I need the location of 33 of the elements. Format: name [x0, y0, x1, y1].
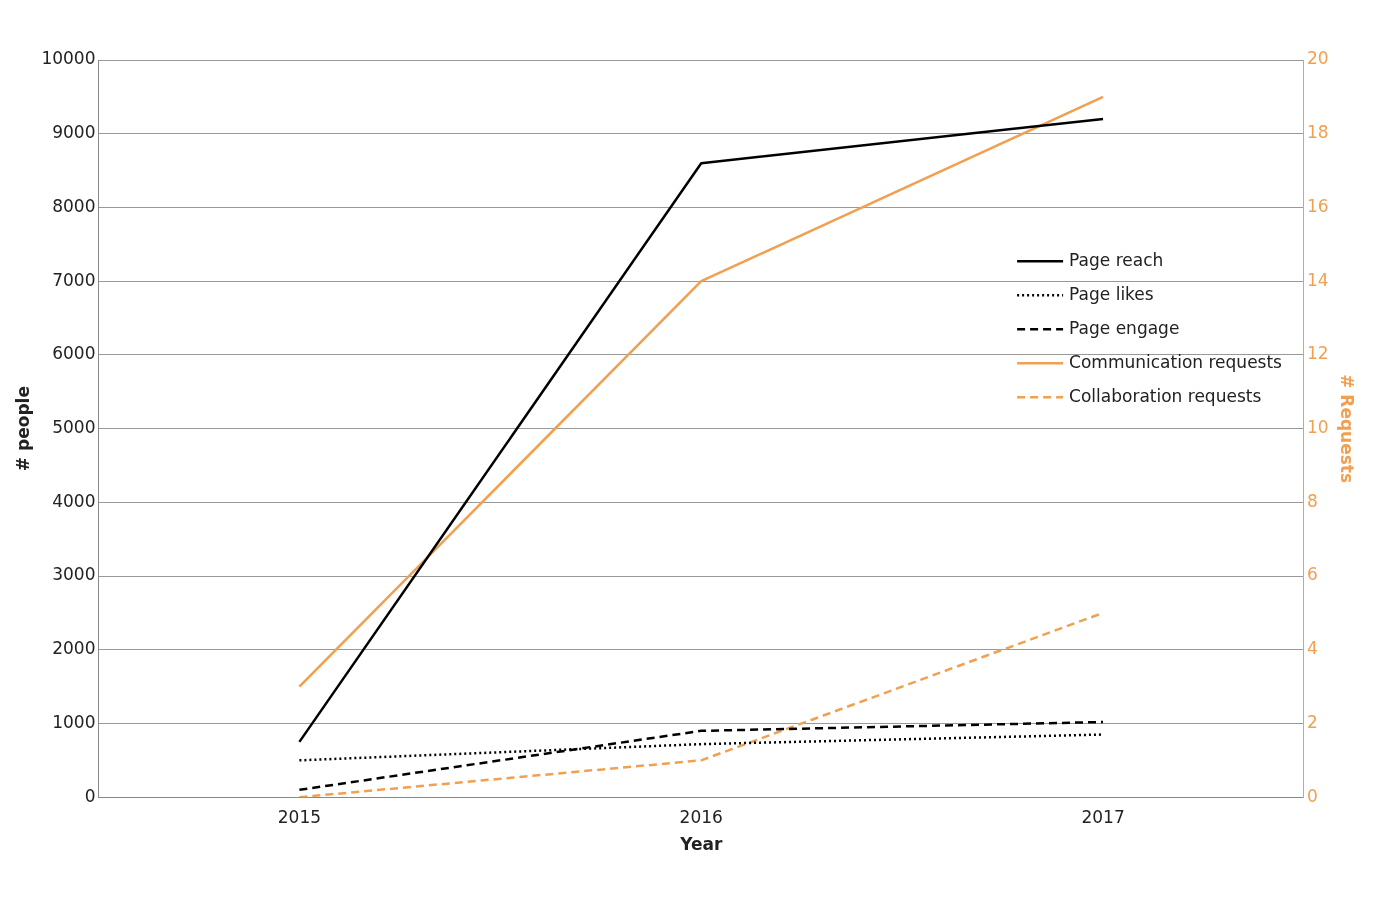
y2-tick-label: 16	[1306, 195, 1329, 216]
y2-tick-label: 2	[1306, 711, 1318, 732]
legend-label: Page likes	[1069, 283, 1154, 304]
y2-tick-label: 20	[1306, 48, 1329, 69]
y-tick-label: 2000	[52, 638, 96, 659]
y2-tick-label: 0	[1306, 785, 1318, 806]
y-tick-label: 8000	[52, 195, 96, 216]
y2-tick-label: 6	[1306, 564, 1318, 585]
legend-label: Page engage	[1069, 317, 1180, 338]
y2-axis-title: # Requests	[1337, 374, 1358, 484]
y2-tick-label: 8	[1306, 490, 1318, 511]
y2-tick-label: 18	[1306, 122, 1329, 143]
y-axis-title: # people	[12, 386, 33, 472]
y-tick-label: 4000	[52, 490, 96, 511]
y-tick-label: 3000	[52, 564, 96, 585]
y2-tick-label: 14	[1306, 269, 1329, 290]
y-tick-label: 9000	[52, 122, 96, 143]
x-tick-label: 2017	[1081, 806, 1125, 827]
y-tick-label: 6000	[52, 343, 96, 364]
y-tick-label: 7000	[52, 269, 96, 290]
y2-tick-label: 4	[1306, 638, 1318, 659]
y2-tick-label: 10	[1306, 417, 1329, 438]
y-tick-label: 5000	[52, 417, 96, 438]
legend-label: Collaboration requests	[1069, 385, 1262, 406]
x-tick-label: 2016	[679, 806, 723, 827]
y2-tick-label: 12	[1306, 343, 1329, 364]
y-tick-label: 0	[84, 785, 96, 806]
y-tick-label: 10000	[41, 48, 96, 69]
y-tick-label: 1000	[52, 711, 96, 732]
x-tick-label: 2015	[277, 806, 322, 827]
legend-label: Page reach	[1069, 249, 1164, 270]
x-axis-title: Year	[679, 834, 723, 855]
legend-label: Communication requests	[1069, 351, 1283, 372]
